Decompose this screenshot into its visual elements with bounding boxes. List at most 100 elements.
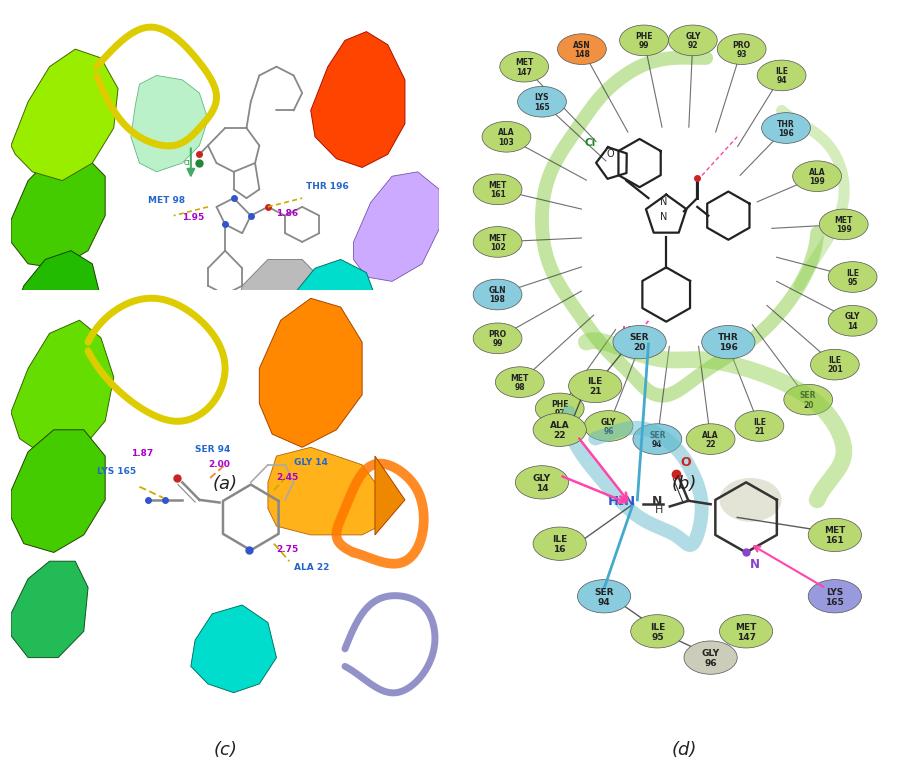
Ellipse shape	[633, 424, 682, 454]
Ellipse shape	[761, 113, 811, 143]
Text: ASN: ASN	[573, 41, 591, 50]
Ellipse shape	[518, 86, 566, 117]
Text: 201: 201	[827, 366, 843, 374]
Ellipse shape	[619, 25, 669, 56]
Text: O: O	[607, 149, 615, 159]
Polygon shape	[11, 561, 88, 658]
Text: ILE: ILE	[828, 357, 842, 365]
Ellipse shape	[533, 413, 587, 447]
Polygon shape	[131, 75, 208, 172]
Ellipse shape	[684, 641, 737, 674]
Text: GLY 14: GLY 14	[294, 458, 328, 467]
Text: PHE: PHE	[635, 32, 652, 41]
Text: H₂N: H₂N	[608, 495, 636, 508]
Text: ILE: ILE	[753, 418, 766, 427]
Text: 94: 94	[652, 440, 662, 449]
Ellipse shape	[717, 34, 766, 65]
Ellipse shape	[630, 615, 684, 648]
Text: (b): (b)	[672, 475, 696, 493]
Text: 22: 22	[554, 431, 566, 440]
Text: GLY: GLY	[845, 312, 860, 322]
Text: 22: 22	[705, 440, 716, 449]
Ellipse shape	[808, 580, 862, 613]
Text: ALA: ALA	[703, 431, 719, 440]
Text: 95: 95	[847, 278, 857, 287]
Text: GLN: GLN	[489, 287, 506, 295]
Text: H: H	[655, 504, 663, 514]
Polygon shape	[276, 259, 379, 383]
Polygon shape	[11, 155, 105, 268]
Text: N: N	[749, 558, 759, 571]
Text: 196: 196	[778, 129, 794, 138]
Polygon shape	[259, 299, 362, 447]
Text: 165: 165	[825, 597, 845, 607]
Text: GLY: GLY	[601, 418, 616, 427]
Ellipse shape	[557, 34, 607, 65]
Text: 102: 102	[490, 243, 505, 251]
Text: Cl: Cl	[184, 160, 191, 166]
Ellipse shape	[808, 518, 862, 552]
Text: MET: MET	[489, 234, 507, 242]
Ellipse shape	[792, 161, 842, 191]
Text: 196: 196	[719, 344, 737, 353]
Text: 92: 92	[687, 41, 698, 50]
Text: 1.95: 1.95	[182, 213, 205, 222]
Text: 161: 161	[825, 536, 845, 546]
Ellipse shape	[719, 478, 781, 522]
Text: GLY: GLY	[685, 32, 701, 41]
Ellipse shape	[584, 411, 633, 441]
Text: 99: 99	[492, 339, 503, 348]
Text: 20: 20	[633, 344, 646, 353]
Text: MET: MET	[515, 59, 533, 67]
Text: HO: HO	[622, 326, 640, 336]
Text: 147: 147	[516, 68, 533, 76]
Ellipse shape	[473, 226, 522, 258]
Text: ALA: ALA	[809, 168, 825, 177]
Ellipse shape	[533, 527, 587, 560]
Text: 20: 20	[803, 401, 813, 409]
Text: ALA: ALA	[550, 421, 569, 430]
Ellipse shape	[568, 370, 622, 402]
Polygon shape	[11, 251, 101, 360]
Text: THR 196: THR 196	[307, 182, 350, 191]
Ellipse shape	[686, 424, 735, 454]
Ellipse shape	[811, 349, 859, 380]
Text: 103: 103	[499, 138, 514, 146]
Text: 21: 21	[589, 387, 601, 396]
Text: PRO: PRO	[489, 330, 507, 339]
Ellipse shape	[828, 306, 877, 336]
Text: 1.87: 1.87	[131, 449, 153, 458]
Ellipse shape	[473, 323, 522, 354]
Text: 14: 14	[535, 484, 548, 493]
Text: N: N	[652, 495, 662, 507]
Text: 165: 165	[534, 103, 550, 111]
Text: MET: MET	[736, 623, 757, 632]
Text: 96: 96	[705, 659, 716, 668]
Ellipse shape	[473, 174, 522, 205]
Text: MET 98: MET 98	[148, 196, 185, 204]
Text: LYS 165: LYS 165	[97, 466, 135, 475]
Polygon shape	[233, 259, 328, 364]
Polygon shape	[268, 447, 388, 535]
Ellipse shape	[819, 209, 868, 240]
Text: ILE: ILE	[846, 269, 859, 277]
Text: (d): (d)	[672, 741, 696, 760]
Ellipse shape	[515, 466, 568, 499]
Text: 97: 97	[554, 409, 565, 418]
Text: 161: 161	[490, 190, 505, 199]
Text: MET: MET	[489, 181, 507, 190]
Text: THR: THR	[777, 120, 795, 129]
Text: LYS: LYS	[826, 588, 844, 597]
Text: 198: 198	[490, 296, 505, 304]
Ellipse shape	[495, 367, 544, 398]
Text: GLY: GLY	[533, 474, 551, 482]
Text: MET: MET	[824, 527, 845, 535]
Text: PHE: PHE	[551, 400, 568, 409]
Text: 199: 199	[835, 226, 852, 234]
Text: 98: 98	[514, 383, 525, 392]
Text: PRO: PRO	[733, 41, 750, 50]
Polygon shape	[311, 32, 405, 168]
Text: (a): (a)	[212, 475, 238, 493]
Text: 2.75: 2.75	[276, 546, 298, 555]
Polygon shape	[11, 430, 105, 552]
